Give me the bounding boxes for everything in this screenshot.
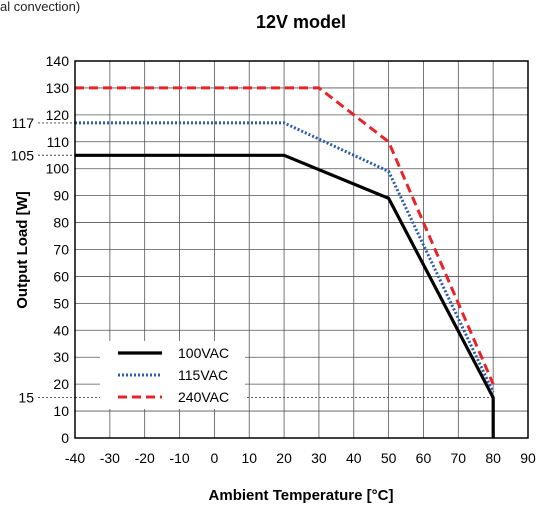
y-tick-label: 90 [53, 188, 69, 204]
x-tick-label: 90 [520, 450, 536, 466]
legend-label: 115VAC [178, 367, 228, 383]
y-axis-label: Output Load [W] [14, 191, 31, 308]
series-line-115vac [75, 121, 495, 393]
legend-label: 100VAC [178, 345, 229, 361]
x-tick-label: 50 [381, 450, 397, 466]
y-tick-label: 40 [53, 322, 69, 338]
series-line-100vac [75, 153, 495, 438]
y-tick-labels: 0 10 20 30 40 50 60 70 80 90 100 110 120 130 140 [46, 53, 70, 446]
y-tick-label: 120 [46, 107, 70, 123]
x-tick-label: 70 [451, 450, 467, 466]
y-tick-label: 10 [53, 403, 69, 419]
y-tick-label: 0 [61, 430, 69, 446]
plot-frame [74, 60, 529, 439]
y-tick-label: 60 [53, 268, 69, 284]
y-tick-label: 70 [53, 242, 69, 258]
header-fragment: al convection) [0, 0, 81, 14]
x-tick-label: 10 [241, 450, 257, 466]
reference-label: 117 [12, 115, 35, 131]
y-tick-label: 80 [53, 215, 69, 231]
y-tick-label: 110 [47, 134, 70, 150]
x-tick-label: 60 [416, 450, 432, 466]
reference-label: 105 [11, 147, 35, 163]
reference-label-bg [6, 388, 38, 403]
y-tick-label: 140 [46, 53, 70, 69]
reference-labels: 117 105 15 [6, 113, 38, 406]
reference-label: 15 [18, 390, 34, 406]
y-tick-label: 100 [46, 161, 70, 177]
x-tick-label: 80 [485, 450, 501, 466]
reference-label-bg [6, 113, 38, 128]
y-tick-label: 130 [46, 80, 70, 96]
y-tick-label: 30 [53, 349, 69, 365]
x-tick-label: -30 [100, 450, 120, 466]
reference-label-bg [6, 146, 38, 161]
x-axis-label: Ambient Temperature [°C] [209, 487, 394, 504]
x-tick-label: -10 [169, 450, 189, 466]
y-tick-label: 50 [53, 295, 69, 311]
x-tick-label: 40 [346, 450, 362, 466]
y-tick-label: 20 [53, 376, 69, 392]
series-line-240vac [75, 86, 495, 385]
x-tick-label: -20 [135, 450, 155, 466]
x-tick-label: 20 [276, 450, 292, 466]
x-tick-label: -40 [65, 450, 85, 466]
x-tick-labels: -40 -30 -20 -10 0 10 20 30 40 50 60 70 80 90 [65, 450, 536, 466]
x-tick-label: 0 [210, 450, 218, 466]
series-lines [75, 86, 495, 438]
chart-title: 12V model [256, 12, 346, 32]
x-tick-label: 30 [311, 450, 327, 466]
legend: 100VAC 115VAC 240VAC [100, 341, 245, 409]
legend-label: 240VAC [178, 389, 229, 405]
